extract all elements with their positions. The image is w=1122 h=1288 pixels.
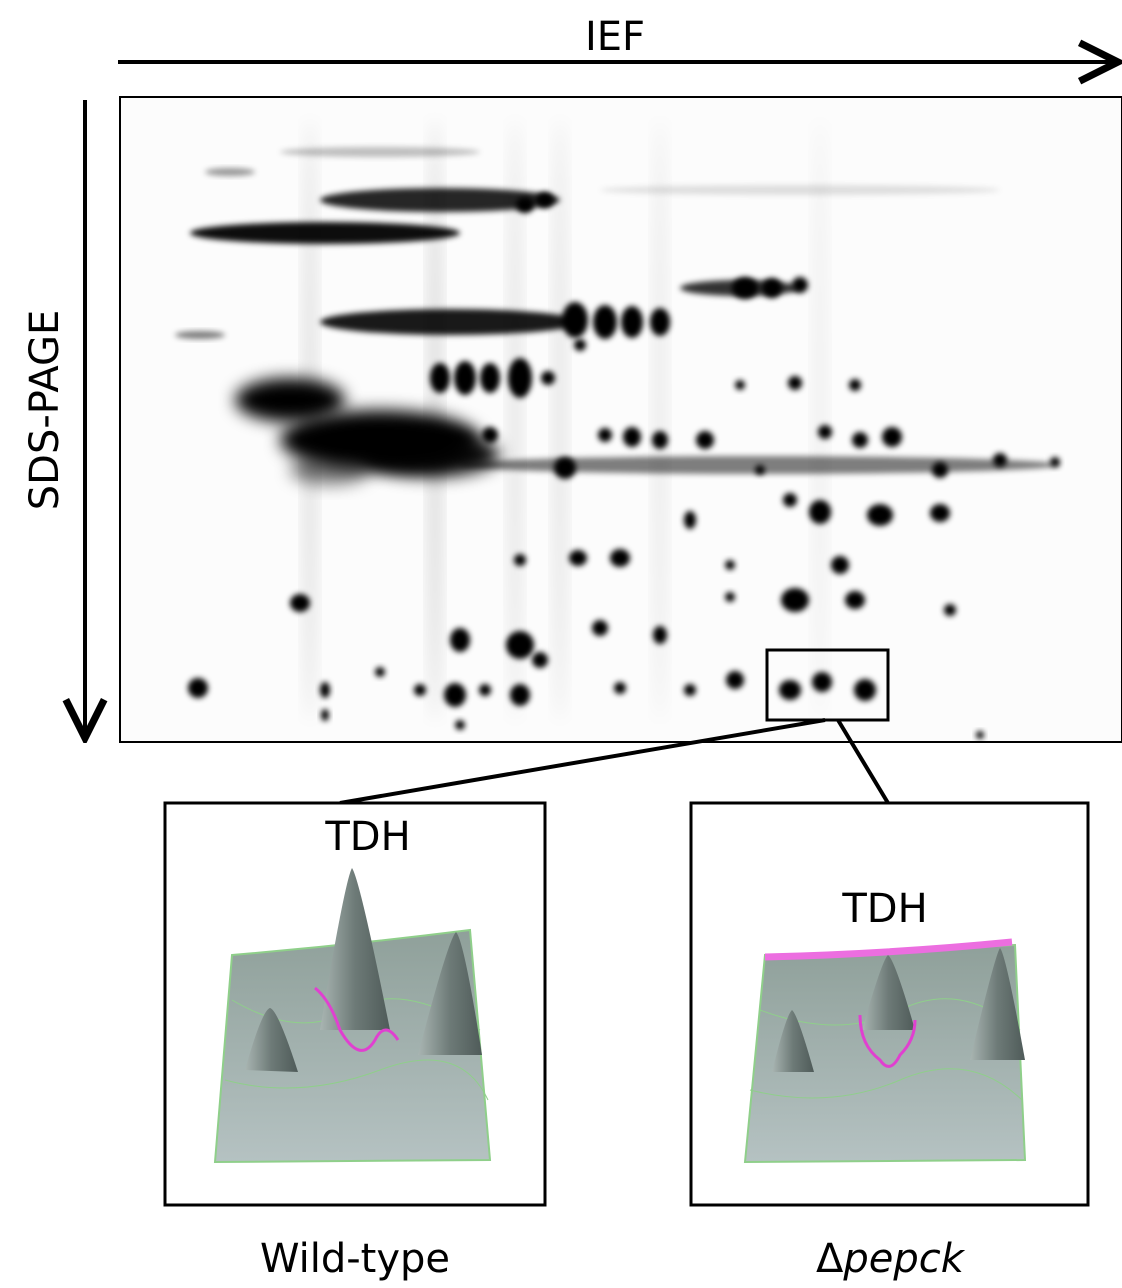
gel-spot	[944, 604, 956, 616]
gel-spot	[455, 720, 465, 730]
gel-spot	[569, 550, 587, 566]
ief-label: IEF	[585, 14, 645, 60]
gel-spot	[653, 626, 667, 644]
gel-spot	[726, 671, 744, 689]
gel-spot	[809, 500, 831, 524]
gel-spot	[414, 684, 426, 696]
gel-spot	[375, 667, 385, 677]
gel-spot	[854, 679, 876, 701]
gel-spot	[188, 678, 208, 698]
gel-spot	[280, 147, 480, 157]
gel-spot	[762, 278, 782, 298]
gel-spot	[175, 331, 225, 339]
gel-spot	[290, 594, 310, 612]
gel-spot	[444, 683, 466, 707]
gel-spot	[509, 120, 521, 720]
gel-spot	[831, 556, 849, 574]
gel-spot	[454, 361, 476, 395]
gel-spot	[812, 672, 832, 692]
gel-spot	[562, 302, 588, 338]
gel-spot	[650, 308, 670, 336]
gel-spot	[321, 709, 329, 721]
gel-spot	[554, 457, 576, 479]
connector	[836, 718, 890, 805]
gel-spot	[779, 680, 801, 700]
gel-spot	[554, 120, 566, 720]
gel-spot	[614, 682, 626, 694]
gel-spot	[610, 549, 630, 567]
gel-spot	[621, 306, 643, 338]
surface-plot	[213, 868, 492, 1164]
gel-spot	[592, 620, 608, 636]
gel-spot	[532, 652, 548, 668]
gel-spot	[1050, 457, 1060, 467]
gel-spot	[725, 592, 735, 602]
gel-spot	[320, 682, 330, 698]
gel-spot	[598, 428, 612, 442]
gel-spot	[814, 120, 826, 720]
delta: Δ	[816, 1236, 844, 1282]
tdh-label: TDH	[841, 886, 927, 932]
caption: Wild-type	[260, 1236, 450, 1282]
gel-spot	[781, 588, 809, 612]
gel-spot	[235, 378, 345, 422]
gel-spot	[696, 431, 714, 449]
gel-spot	[205, 168, 255, 176]
gel-spot	[735, 380, 745, 390]
gel-spot	[788, 376, 802, 390]
gel-spot	[480, 363, 500, 393]
gel-spot	[930, 504, 950, 522]
gel-spot	[482, 427, 498, 443]
connector	[339, 718, 826, 805]
gel-spot	[593, 305, 617, 339]
gel-spot	[508, 358, 532, 398]
gel-spot	[541, 371, 555, 385]
gel-spot	[574, 339, 586, 351]
gel-image	[119, 96, 1122, 743]
gel-spot	[783, 493, 797, 507]
gel-spot	[755, 465, 765, 475]
tdh-label: TDH	[324, 814, 410, 860]
gel-spot	[430, 363, 450, 393]
gel-spot	[792, 277, 808, 293]
gel-spot	[479, 684, 491, 696]
gel-spot	[600, 185, 1000, 195]
surface-plot	[743, 938, 1027, 1164]
gel-spot	[516, 197, 534, 213]
gel-spot	[882, 427, 902, 447]
gel-spot	[320, 309, 580, 335]
gel-spot	[725, 560, 735, 570]
gel-spot	[976, 731, 984, 739]
gel-spot	[818, 425, 832, 439]
gel-spot	[360, 433, 500, 477]
gel-spot	[623, 427, 641, 447]
caption: Δpepck	[816, 1236, 966, 1282]
gel-spot	[514, 554, 526, 566]
gel-spot	[190, 222, 460, 244]
gel-spot	[849, 379, 861, 391]
gel-spot	[684, 684, 696, 696]
gel-spot	[845, 591, 865, 609]
zoom-box	[765, 648, 890, 722]
gene-name: pepck	[842, 1236, 965, 1282]
gel-spot	[993, 453, 1007, 467]
gel-spot	[290, 455, 370, 485]
gel-spot	[932, 462, 948, 478]
gel-spot	[867, 504, 893, 526]
gel-spot	[684, 511, 696, 529]
gel-spot	[652, 431, 668, 449]
gel-spot	[536, 192, 554, 208]
gel-spot	[450, 628, 470, 652]
gel-spot	[852, 432, 868, 448]
sds-label: SDS-PAGE	[22, 310, 68, 511]
gel-spot	[654, 120, 666, 720]
gel-spot	[506, 631, 534, 659]
gel-spot	[732, 277, 758, 299]
gel-spot	[510, 684, 530, 706]
gel-spot	[320, 188, 560, 212]
